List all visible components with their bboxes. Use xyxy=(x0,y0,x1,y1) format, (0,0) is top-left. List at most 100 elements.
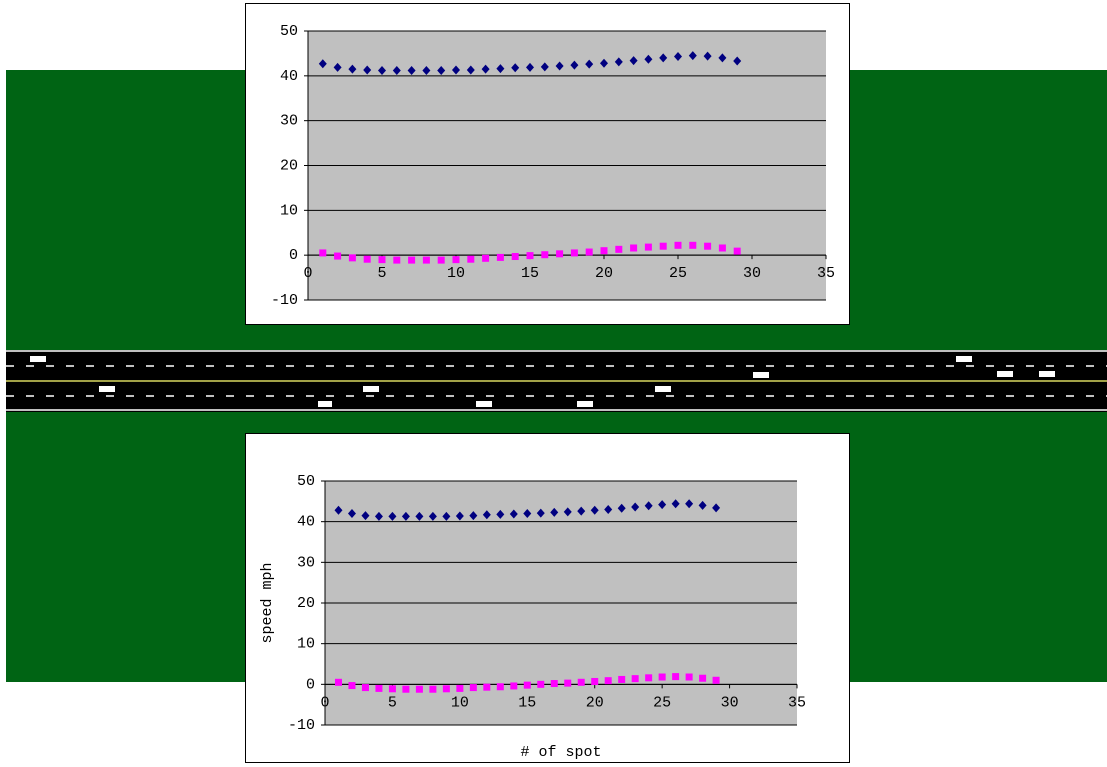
y-tick-label: -10 xyxy=(288,717,315,734)
point xyxy=(481,64,490,74)
point xyxy=(629,56,638,66)
point xyxy=(658,500,667,510)
point xyxy=(733,247,741,255)
point xyxy=(348,64,357,74)
point xyxy=(712,676,720,684)
y-tick-label: 10 xyxy=(297,636,315,653)
x-tick-label: 35 xyxy=(817,265,835,282)
point xyxy=(442,511,451,521)
x-tick-label: 10 xyxy=(451,694,469,711)
point xyxy=(570,60,579,70)
point xyxy=(674,241,682,249)
point xyxy=(378,256,386,264)
point xyxy=(585,59,594,69)
x-tick-label: 10 xyxy=(447,265,465,282)
point xyxy=(347,509,356,519)
point xyxy=(482,510,491,520)
point xyxy=(482,254,490,262)
point xyxy=(631,675,639,683)
point xyxy=(466,65,475,75)
y-tick-label: 40 xyxy=(297,514,315,531)
point xyxy=(718,244,726,252)
point xyxy=(363,65,372,75)
point xyxy=(422,65,431,75)
x-tick-label: 30 xyxy=(743,265,761,282)
point xyxy=(496,683,504,691)
point xyxy=(712,503,721,513)
point xyxy=(550,680,558,688)
point xyxy=(429,685,437,693)
x-tick-label: 15 xyxy=(518,694,536,711)
point xyxy=(437,256,445,264)
point xyxy=(645,674,653,682)
cars xyxy=(30,356,1055,407)
point xyxy=(415,685,423,693)
x-tick-label: 30 xyxy=(721,694,739,711)
y-tick-label: 40 xyxy=(280,68,298,85)
x-tick-label: 35 xyxy=(788,694,806,711)
point xyxy=(585,248,593,256)
point xyxy=(644,501,653,511)
point xyxy=(452,65,460,75)
point xyxy=(361,684,369,692)
point xyxy=(392,65,401,75)
y-tick-label: 20 xyxy=(280,157,298,174)
point xyxy=(718,53,727,63)
point xyxy=(393,256,401,264)
point xyxy=(658,673,666,681)
point xyxy=(437,65,446,75)
point xyxy=(363,255,371,263)
point xyxy=(604,504,613,514)
point xyxy=(348,254,356,262)
point xyxy=(319,249,327,257)
point xyxy=(523,681,531,689)
point xyxy=(318,59,327,69)
point xyxy=(415,511,424,521)
point xyxy=(452,256,460,264)
point xyxy=(590,505,599,515)
point xyxy=(408,256,416,264)
point xyxy=(685,673,693,681)
x-tick-label: 5 xyxy=(388,694,397,711)
point xyxy=(556,250,564,258)
point xyxy=(496,64,505,74)
point xyxy=(600,247,608,255)
point xyxy=(618,675,626,683)
point xyxy=(564,679,572,687)
point xyxy=(733,56,742,66)
point xyxy=(402,685,410,693)
point xyxy=(685,499,694,509)
point xyxy=(510,682,518,690)
y-tick-label: 30 xyxy=(297,554,315,571)
y-tick-label: 10 xyxy=(280,202,298,219)
point xyxy=(704,242,712,250)
point xyxy=(456,684,464,692)
x-tick-label: 20 xyxy=(595,265,613,282)
point xyxy=(537,680,545,688)
point xyxy=(570,249,578,257)
point xyxy=(407,65,416,75)
y-axis-label: speed mph xyxy=(259,562,276,643)
x-tick-label: 0 xyxy=(303,265,312,282)
y-tick-label: 20 xyxy=(297,595,315,612)
point xyxy=(550,507,559,517)
y-tick-label: -10 xyxy=(271,292,298,309)
point xyxy=(671,499,680,509)
point xyxy=(526,62,534,72)
y-tick-label: 0 xyxy=(306,676,315,693)
point xyxy=(631,502,640,512)
point xyxy=(333,62,342,72)
x-tick-label: 25 xyxy=(669,265,687,282)
point xyxy=(469,684,477,692)
y-tick-label: 50 xyxy=(280,23,298,40)
point xyxy=(526,252,534,260)
point xyxy=(469,511,478,521)
point xyxy=(688,51,697,61)
road xyxy=(6,350,1107,412)
point xyxy=(334,505,343,515)
point xyxy=(591,677,599,685)
x-tick-label: 25 xyxy=(653,694,671,711)
point xyxy=(483,683,491,691)
y-tick-label: 0 xyxy=(289,247,298,264)
